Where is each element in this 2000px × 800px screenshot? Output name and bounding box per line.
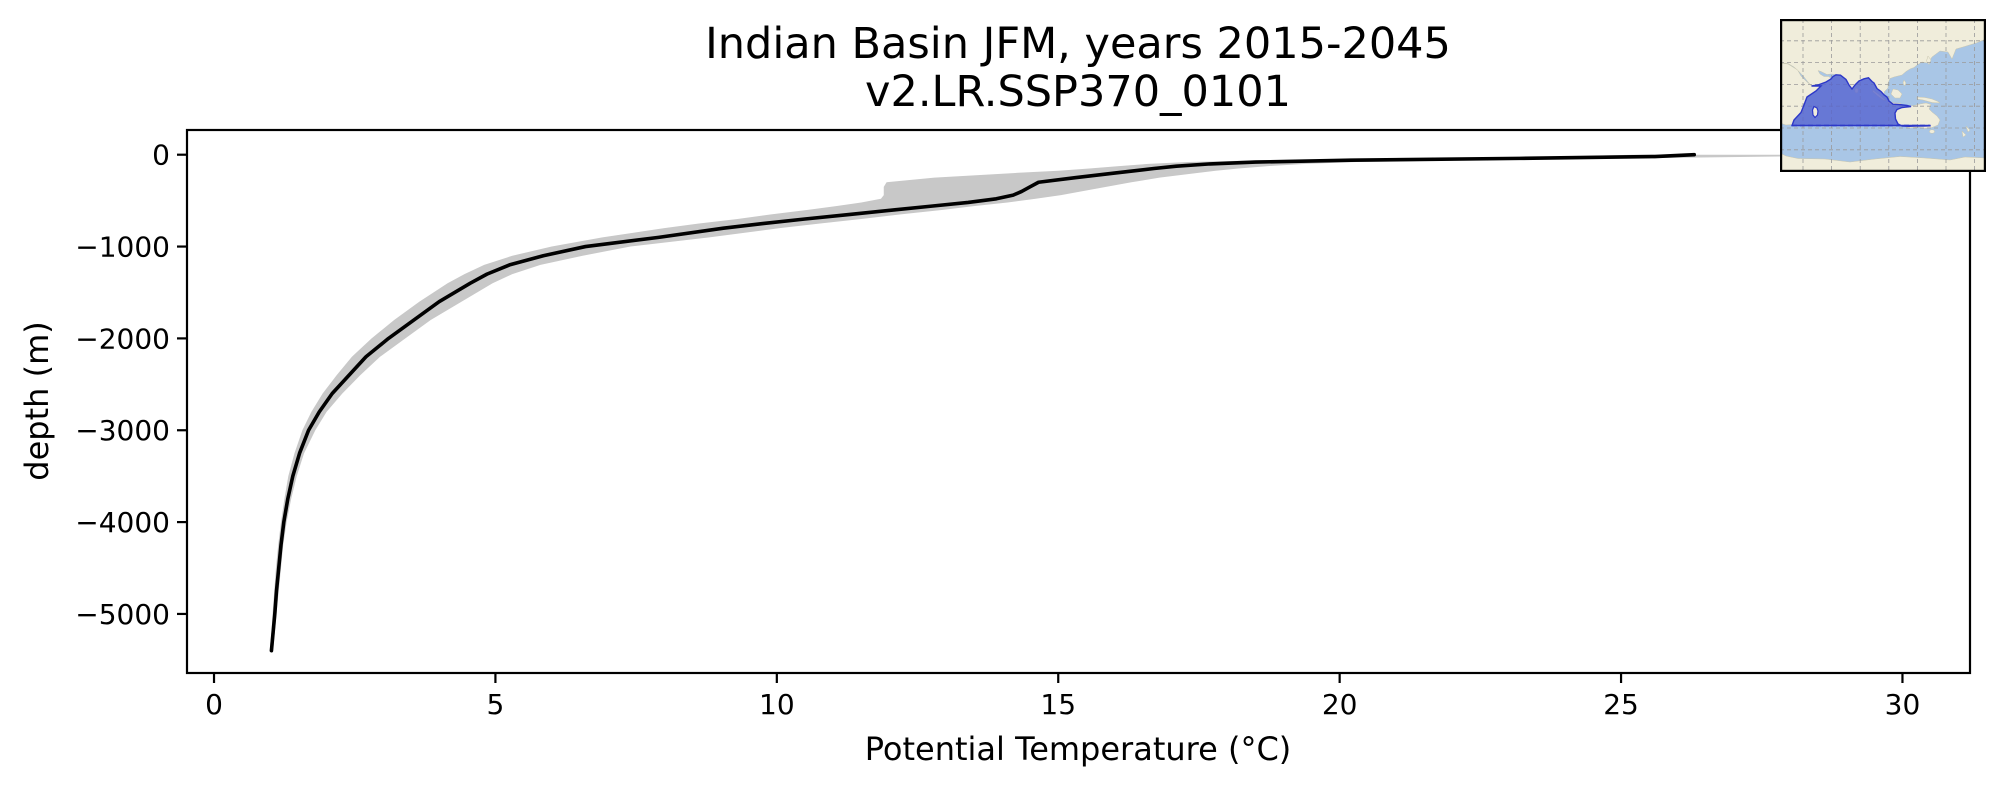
x-axis-label: Potential Temperature (°C) (865, 730, 1292, 768)
y-tick-label: −2000 (75, 322, 170, 355)
y-tick-label: 0 (152, 139, 170, 172)
y-tick-label: −4000 (75, 506, 170, 539)
y-axis-ticks: 0 −1000 −2000 −3000 −4000 −5000 (75, 139, 187, 631)
x-axis-ticks: 0 5 10 15 20 25 30 (205, 673, 1920, 721)
map-new-zealand-south (1961, 130, 1967, 138)
x-tick-label: 20 (1322, 688, 1358, 721)
x-tick-label: 30 (1885, 688, 1921, 721)
map-border (1780, 19, 1986, 172)
chart-title: Indian Basin JFM, years 2015-2045 (705, 19, 1451, 69)
x-tick-label: 15 (1040, 688, 1076, 721)
x-tick-label: 0 (205, 688, 223, 721)
map-philippines (1902, 79, 1907, 87)
mean-profile-line (269, 152, 1697, 653)
x-tick-label: 10 (759, 688, 795, 721)
y-tick-label: −1000 (75, 231, 170, 264)
y-tick-label: −3000 (75, 414, 170, 447)
uncertainty-band (269, 154, 1886, 651)
map-new-guinea (1916, 96, 1941, 104)
chart-subtitle: v2.LR.SSP370_0101 (865, 67, 1291, 117)
y-axis-label: depth (m) (18, 321, 56, 480)
x-tick-label: 5 (487, 688, 505, 721)
map-borneo (1890, 88, 1903, 99)
map-basin-region (1791, 74, 1931, 128)
basin-inset-map (1780, 19, 1986, 172)
map-madagascar (1811, 105, 1819, 119)
y-tick-label: −5000 (75, 598, 170, 631)
map-new-zealand-north (1965, 125, 1971, 133)
map-tasmania (1929, 129, 1935, 134)
axes-spines (185, 128, 1972, 675)
x-tick-label: 25 (1603, 688, 1639, 721)
